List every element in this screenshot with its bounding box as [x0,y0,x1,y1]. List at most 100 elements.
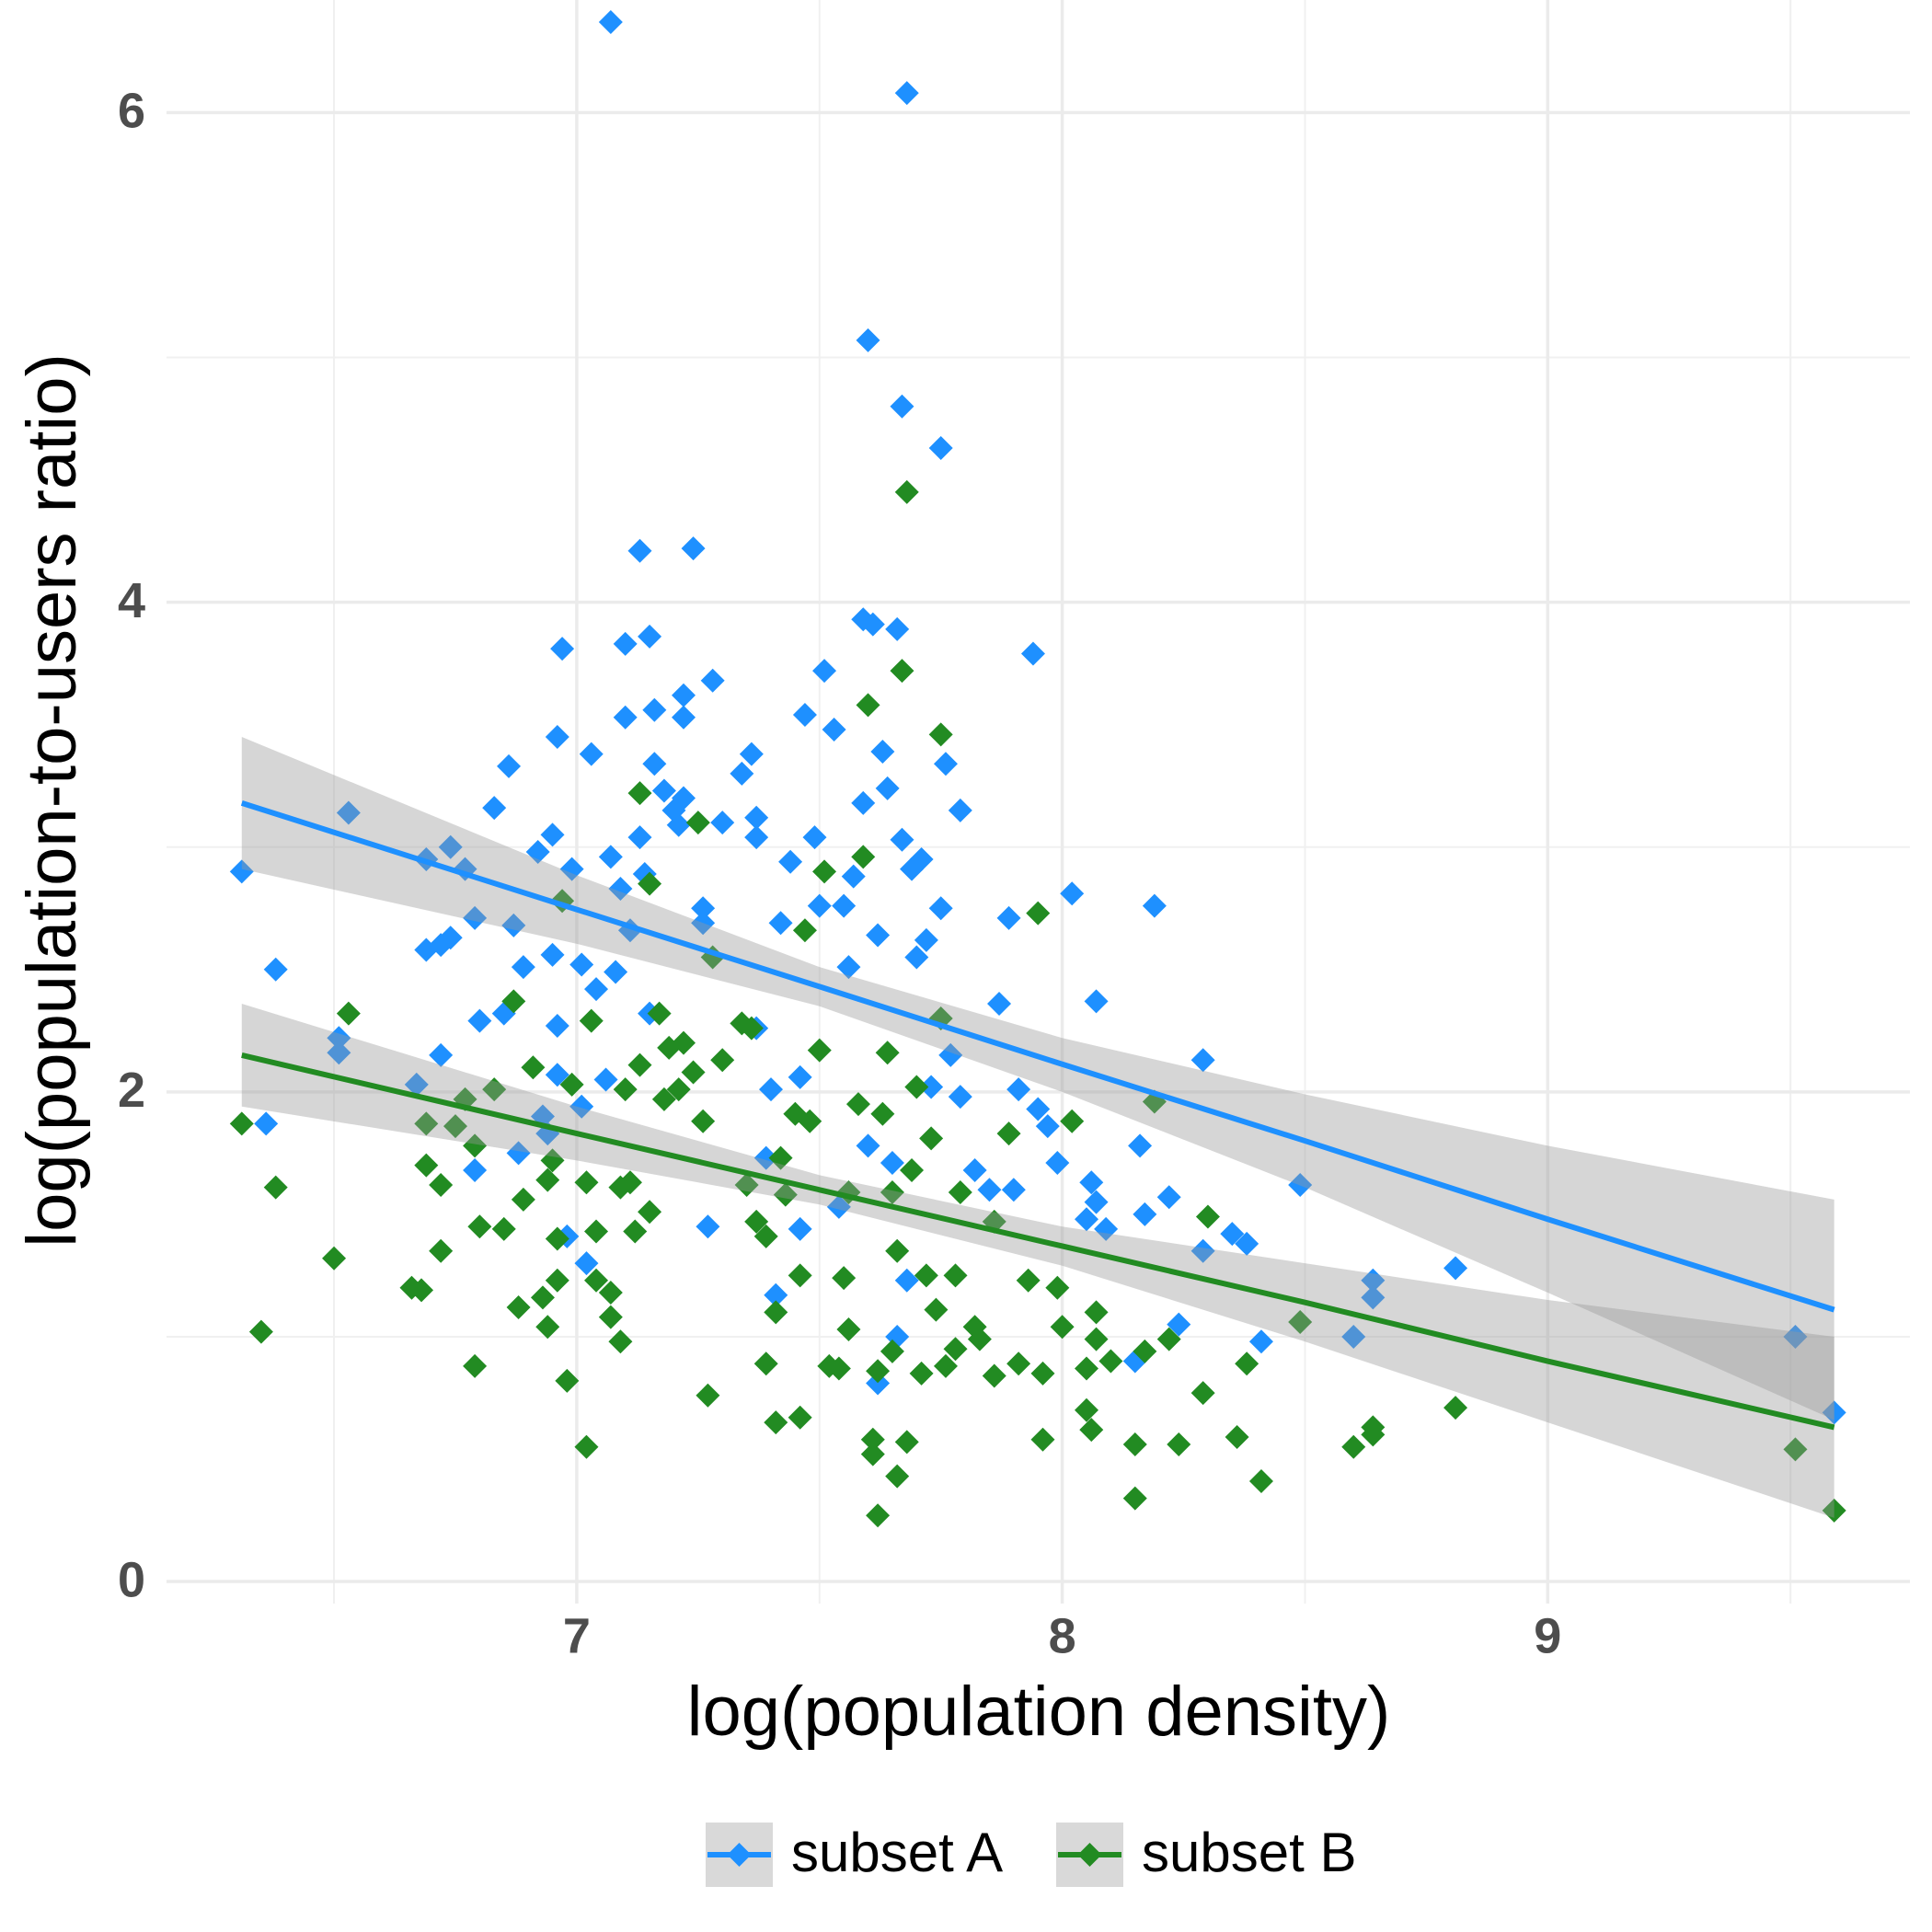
point [463,1133,488,1158]
point [1361,1285,1386,1310]
point [909,1361,934,1386]
point [414,1111,439,1136]
point [875,776,900,800]
point [914,1263,938,1288]
point [463,1157,488,1182]
point [336,800,361,825]
point [982,1363,1006,1388]
y-tick-label: 6 [118,84,145,139]
x-tick-label: 7 [563,1608,591,1663]
point [807,893,832,918]
point [710,1048,735,1073]
point [463,905,488,930]
point [521,1055,546,1080]
y-tick-label: 0 [118,1552,145,1607]
point [681,1060,706,1085]
point [491,1216,516,1241]
point [1075,1207,1099,1232]
point [1822,1400,1846,1425]
point [753,1351,778,1376]
confidence-band [241,1004,1834,1518]
point [501,913,526,937]
point [1084,989,1109,1014]
point [744,825,769,850]
point [540,822,565,847]
point [229,1111,254,1136]
point [948,1085,972,1110]
point [613,1077,638,1102]
point [584,977,609,1002]
point [623,1219,648,1244]
point [672,786,696,811]
point [642,752,667,776]
point [870,1101,895,1126]
point [1026,1097,1051,1121]
point [1098,1349,1123,1374]
point [1288,1309,1313,1334]
point [647,1001,672,1026]
point [880,1151,904,1176]
point [928,435,953,460]
point [409,1278,434,1303]
legend-key-marker [727,1843,752,1867]
point [598,1281,623,1305]
point [788,1064,812,1089]
point [429,1042,454,1067]
point [651,1087,676,1111]
point [860,1442,885,1466]
legend-label: subset A [791,1822,1003,1883]
point [482,1077,507,1102]
point [1195,1204,1220,1229]
point [681,536,706,561]
point [598,1305,623,1329]
point [579,742,604,766]
point [792,703,817,728]
point [768,1145,793,1170]
point [429,1172,454,1197]
point [691,1109,716,1133]
point [638,624,662,649]
point [1783,1437,1808,1462]
point [1035,1114,1060,1139]
point [948,1179,972,1204]
point [1128,1133,1153,1158]
point [1006,1351,1031,1376]
point [904,1075,929,1099]
point [613,631,638,656]
labels: 7 8 9 0 2 4 6 [118,84,1561,1664]
point [617,1170,642,1195]
y-axis-title: log(population-to-users ratio) [13,353,91,1248]
point [672,705,696,730]
point [890,394,914,419]
point [1079,1418,1104,1443]
point [866,1371,891,1396]
point [598,9,623,34]
point [880,1339,904,1363]
point [1783,1324,1808,1349]
point [885,1464,910,1489]
point [627,825,652,850]
point [638,1200,662,1225]
point [1341,1434,1366,1459]
point [924,1297,949,1322]
point [545,724,569,749]
points [229,9,1846,1528]
point [497,753,522,778]
point [263,1175,288,1200]
y-tick-label: 2 [118,1063,145,1118]
point [1006,1077,1031,1102]
point [429,1238,454,1263]
point [764,1410,788,1435]
point [768,911,793,936]
point [1156,1185,1181,1210]
point [880,1179,904,1204]
point [574,1251,599,1276]
point [841,864,866,889]
point [764,1282,788,1307]
point [530,1285,555,1310]
point [443,1114,467,1139]
point [1122,1432,1147,1457]
point [900,1157,925,1182]
point [860,1427,885,1452]
